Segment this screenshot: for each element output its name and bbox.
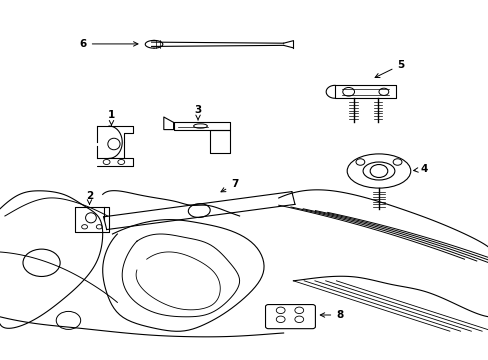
Text: 3: 3: [194, 105, 201, 120]
Text: 8: 8: [320, 310, 343, 320]
Text: 7: 7: [221, 179, 238, 192]
Text: 6: 6: [80, 39, 138, 49]
Text: 1: 1: [108, 110, 115, 126]
Text: 2: 2: [86, 191, 93, 204]
Text: 5: 5: [374, 60, 404, 77]
Text: 4: 4: [413, 164, 427, 174]
